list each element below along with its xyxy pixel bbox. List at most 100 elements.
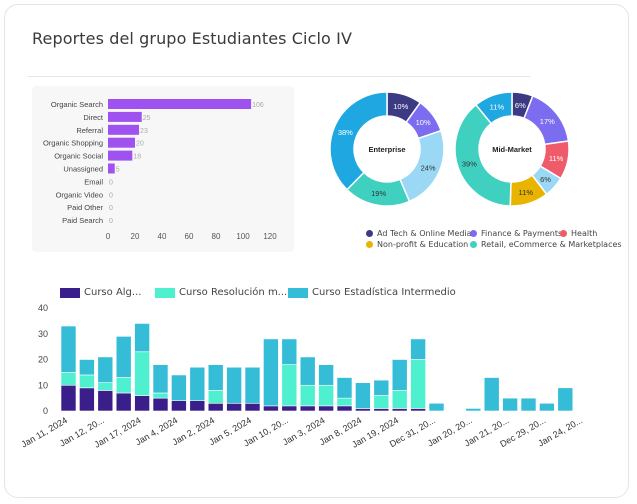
x-tick-label: 60 xyxy=(185,232,194,241)
stacked-bar-segment xyxy=(299,384,316,407)
stacked-bar-segment xyxy=(134,351,150,396)
x-tick-label: 80 xyxy=(212,232,221,241)
stacked-bar-segment xyxy=(318,364,334,386)
segment-donut-charts: 10% 10% 24% 19% 38% Enterprise 6% 17% 11% 6% 11% 39… xyxy=(330,91,570,207)
stacked-bar-segment xyxy=(410,338,426,360)
stacked-bar-segment xyxy=(318,384,334,407)
stacked-bar-segment xyxy=(60,325,77,373)
stacked-bar-segment xyxy=(373,395,390,409)
stacked-bar-segment xyxy=(502,397,518,412)
slice-label: 17% xyxy=(540,117,555,126)
legend-curso-estadistica[interactable]: Curso Estadística Intermedio xyxy=(288,287,456,298)
category-label: Referral xyxy=(76,126,103,135)
stacked-bar-segment xyxy=(60,372,77,386)
stacked-bar-segment xyxy=(226,402,242,412)
divider xyxy=(28,76,530,77)
legend-curso-resolucion[interactable]: Curso Resolución m... xyxy=(155,287,287,298)
stacked-bar-segment xyxy=(539,402,555,412)
bar-value-label: 0 xyxy=(109,205,113,212)
slice-label: 39% xyxy=(462,159,477,168)
slice-label: 38% xyxy=(338,128,353,137)
stacked-bar-segment xyxy=(244,402,261,412)
donut-center-label: Mid-Market xyxy=(492,145,532,154)
stacked-bar-segment xyxy=(465,408,482,412)
stacked-bar-segment xyxy=(171,374,187,401)
stacked-bar-segment xyxy=(557,387,574,412)
legend-swatch xyxy=(288,287,308,298)
slice-label: 6% xyxy=(540,175,551,184)
y-tick-label: 30 xyxy=(38,329,48,339)
bar-value-label: 20 xyxy=(136,141,144,148)
stacked-bar-segment xyxy=(263,405,279,412)
slice-label: 11% xyxy=(549,154,564,163)
donut-slice xyxy=(454,103,512,207)
stacked-bar-segment xyxy=(79,387,95,412)
stacked-bar-segment xyxy=(391,359,408,391)
category-label: Organic Video xyxy=(56,190,103,199)
x-tick-label: 20 xyxy=(131,232,140,241)
donut-center-label: Enterprise xyxy=(368,145,405,154)
bar-value-label: 23 xyxy=(140,128,148,135)
donut-slice xyxy=(330,91,388,191)
legend-finance[interactable]: Finance & Payments xyxy=(470,229,562,238)
stacked-bar-segment xyxy=(281,364,298,407)
category-label: Organic Shopping xyxy=(43,139,103,148)
stacked-bar-segment xyxy=(97,390,114,412)
stacked-bar-segment xyxy=(336,377,353,399)
bar xyxy=(108,99,252,109)
stacked-bar-segment xyxy=(134,395,150,412)
x-tick-label: 100 xyxy=(236,232,250,241)
legend-dot xyxy=(470,230,477,237)
y-tick-label: 10 xyxy=(38,380,48,390)
legend-dot xyxy=(366,230,373,237)
channel-bar-chart: 0 20 40 60 80 100 120 Organic Search 106 Direct 25… xyxy=(43,99,277,241)
stacked-bar-segment xyxy=(428,402,445,412)
legend-retail[interactable]: Retail, eCommerce & Marketplaces xyxy=(470,240,622,249)
bar-value-label: 18 xyxy=(133,154,141,161)
stacked-bar-segment xyxy=(373,408,390,412)
slice-label: 6% xyxy=(515,101,526,110)
page-title: Reportes del grupo Estudiantes Ciclo IV xyxy=(32,29,352,48)
stacked-bar-segment xyxy=(226,366,242,404)
stacked-bar-segment xyxy=(189,366,206,401)
stacked-bar-segment xyxy=(318,405,334,412)
slice-label: 11% xyxy=(490,103,505,112)
legend-swatch xyxy=(60,287,80,298)
stacked-bar-segment xyxy=(115,392,132,412)
x-tick-label: 0 xyxy=(106,232,111,241)
bar xyxy=(108,150,133,161)
stacked-bar-segment xyxy=(299,405,316,412)
stacked-bar-segment xyxy=(97,356,114,383)
bar-value-label: 0 xyxy=(109,179,113,186)
x-tick-label: 120 xyxy=(263,232,277,241)
bar-value-label: 0 xyxy=(109,192,113,199)
legend-curso-alg[interactable]: Curso Alg... xyxy=(60,287,141,298)
legend-ad-tech[interactable]: Ad Tech & Online Media xyxy=(366,229,472,238)
stacked-bar-segment xyxy=(263,338,279,407)
stacked-bar-segment xyxy=(152,392,169,399)
stacked-bar-segment xyxy=(281,338,298,365)
y-tick-label: 0 xyxy=(43,406,48,416)
stacked-bar-segment xyxy=(410,408,426,412)
category-label: Direct xyxy=(83,113,104,122)
stacked-bar-segment xyxy=(520,397,537,412)
category-label: Email xyxy=(84,177,103,186)
stacked-bar-segment xyxy=(336,397,353,407)
slice-label: 24% xyxy=(421,163,436,172)
stacked-bar-segment xyxy=(207,390,224,404)
stacked-bar-segment xyxy=(336,405,353,412)
stacked-bar-segment xyxy=(281,405,298,412)
stacked-bar-segment xyxy=(391,390,408,409)
stacked-bar-segment xyxy=(79,359,95,376)
stacked-bar-segment xyxy=(391,408,408,412)
legend-health[interactable]: Health xyxy=(560,229,597,238)
legend-dot xyxy=(470,241,477,248)
bar-value-label: 5 xyxy=(116,167,120,174)
bar xyxy=(108,124,140,135)
legend-nonprofit[interactable]: Non-profit & Education xyxy=(366,240,468,249)
legend-dot xyxy=(560,230,567,237)
category-label: Paid Search xyxy=(62,216,103,225)
y-tick-label: 20 xyxy=(38,355,48,365)
stacked-bar-segment xyxy=(152,364,169,394)
stacked-bar-segment xyxy=(355,382,371,409)
